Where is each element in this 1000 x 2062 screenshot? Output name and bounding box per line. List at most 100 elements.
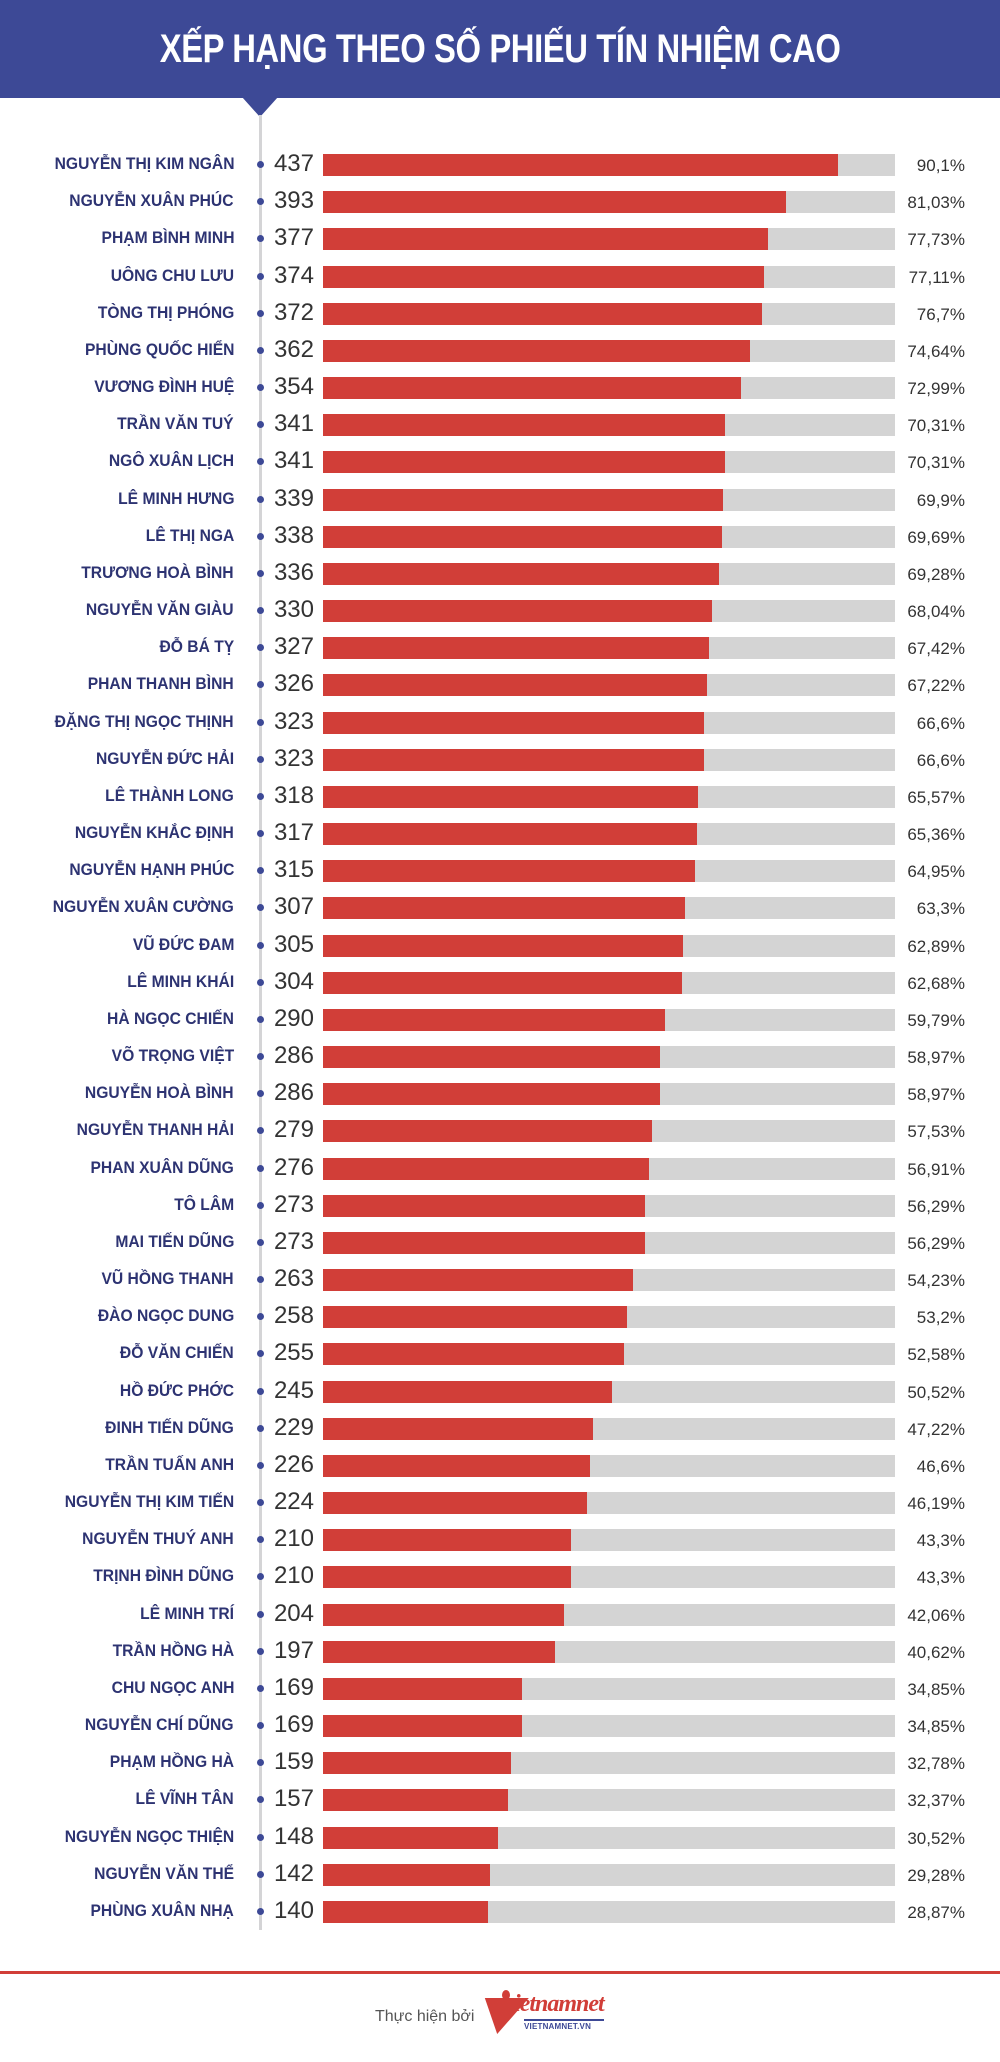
bullet-dot-icon	[257, 1090, 264, 1098]
bar-track	[323, 860, 895, 883]
value-label: 393	[273, 187, 314, 215]
logo-domain: VIETNAMNET.VN	[524, 2022, 592, 2031]
category-label: NGUYỄN XUÂN PHÚC	[69, 191, 234, 211]
bullet-dot-icon	[257, 1313, 264, 1321]
bar-track	[323, 1603, 895, 1626]
value-label: 169	[273, 1711, 314, 1739]
percent-label: 66,6%	[916, 713, 965, 733]
value-label: 157	[273, 1785, 314, 1813]
bar-track	[323, 1008, 895, 1031]
value-label: 317	[273, 819, 314, 847]
percent-label: 34,85%	[907, 1679, 965, 1699]
category-label: VŨ ĐỨC ĐAM	[132, 934, 234, 954]
category-label: CHU NGỌC ANH	[111, 1677, 234, 1697]
bullet-dot-icon	[257, 792, 264, 800]
vietnamnet-logo[interactable]: ietnamnet VIETNAMNET.VN	[475, 1988, 610, 2038]
category-label: NGUYỄN ĐỨC HẢI	[95, 748, 234, 768]
bar-track	[323, 748, 895, 771]
category-label: ĐINH TIẾN DŨNG	[105, 1417, 234, 1437]
value-label: 229	[273, 1413, 314, 1441]
value-label: 245	[273, 1376, 314, 1404]
bullet-dot-icon	[257, 1276, 264, 1284]
value-label: 341	[273, 410, 314, 438]
value-label: 210	[273, 1525, 314, 1553]
bar-chart: NGUYỄN THỊ KIM NGÂN 437 90,1% NGUYỄN XUÂN P…	[53, 150, 965, 1924]
bar-track	[323, 228, 895, 251]
bar-track	[323, 637, 895, 660]
category-label: NGUYỄN VĂN GIÀU	[86, 600, 234, 620]
credit-text: Thực hiện bởi	[375, 2008, 475, 2025]
category-label: LÊ MINH HƯNG	[117, 488, 234, 508]
logo-dot-icon	[502, 1990, 510, 2000]
percent-label: 65,36%	[907, 825, 965, 845]
bar-track	[323, 1789, 895, 1812]
bar	[323, 339, 750, 362]
bullet-dot-icon	[257, 1610, 264, 1618]
category-label: UÔNG CHU LƯU	[110, 265, 234, 285]
value-label: 224	[273, 1488, 314, 1516]
bar	[323, 1008, 666, 1031]
bar-track	[323, 525, 895, 548]
category-label: HỒ ĐỨC PHỚC	[119, 1380, 234, 1400]
category-label: NGUYỄN VĂN THỂ	[94, 1863, 234, 1883]
bar	[323, 711, 704, 734]
bar	[323, 1417, 594, 1440]
percent-label: 70,31%	[907, 453, 965, 473]
bullet-dot-icon	[257, 458, 264, 466]
value-label: 341	[273, 447, 314, 475]
category-label: HÀ NGỌC CHIẾN	[107, 1008, 234, 1028]
bar	[323, 191, 787, 214]
bar-track	[323, 488, 895, 511]
bar-track	[323, 1343, 895, 1366]
value-label: 169	[273, 1673, 314, 1701]
bar	[323, 1046, 661, 1069]
value-label: 362	[273, 335, 314, 363]
bar-track	[323, 1380, 895, 1403]
bar-track	[323, 823, 895, 846]
category-label: NGUYỄN HOÀ BÌNH	[85, 1083, 234, 1103]
bullet-dot-icon	[257, 1907, 264, 1915]
category-label: NGUYỄN CHÍ DŨNG	[85, 1715, 234, 1735]
percent-label: 30,52%	[907, 1828, 965, 1848]
category-label: NGUYỄN HẠNH PHÚC	[68, 860, 234, 880]
percent-label: 47,22%	[907, 1419, 965, 1439]
value-label: 354	[273, 373, 314, 401]
bar-track	[323, 1677, 895, 1700]
bar	[323, 748, 704, 771]
percent-label: 57,53%	[907, 1122, 965, 1142]
bar	[323, 451, 726, 474]
value-label: 339	[273, 484, 314, 512]
bar-track	[323, 1454, 895, 1477]
bar	[323, 377, 741, 400]
category-label: NGUYỄN THỊ KIM NGÂN	[54, 154, 234, 173]
percent-label: 50,52%	[907, 1382, 965, 1402]
bar	[323, 637, 709, 660]
category-label: LÊ THÀNH LONG	[105, 785, 234, 805]
category-label: NGÔ XUÂN LỊCH	[108, 451, 234, 471]
value-label: 204	[273, 1599, 314, 1627]
value-label: 305	[273, 930, 314, 958]
category-label: NGUYỄN KHẮC ĐỊNH	[74, 823, 234, 843]
percent-label: 68,04%	[907, 602, 965, 622]
category-label: LÊ THỊ NGA	[145, 525, 234, 545]
bullet-dot-icon	[257, 904, 264, 912]
bar	[323, 228, 768, 251]
bar	[323, 1603, 564, 1626]
value-label: 210	[273, 1562, 314, 1590]
percent-label: 69,9%	[916, 490, 965, 510]
category-label: NGUYỄN THUÝ ANH	[82, 1529, 234, 1549]
bullet-dot-icon	[257, 1127, 264, 1135]
bar	[323, 1269, 634, 1292]
bar	[323, 860, 695, 883]
value-label: 286	[273, 1042, 314, 1070]
value-label: 323	[273, 707, 314, 735]
category-label: NGUYỄN THỊ KIM TIẾN	[64, 1492, 234, 1512]
bar	[323, 674, 708, 697]
value-label: 330	[273, 596, 314, 624]
bar-track	[323, 1194, 895, 1217]
bar	[323, 1826, 498, 1849]
value-label: 326	[273, 670, 314, 698]
bullet-dot-icon	[257, 607, 264, 615]
percent-label: 56,91%	[907, 1159, 965, 1179]
value-label: 197	[273, 1636, 314, 1664]
